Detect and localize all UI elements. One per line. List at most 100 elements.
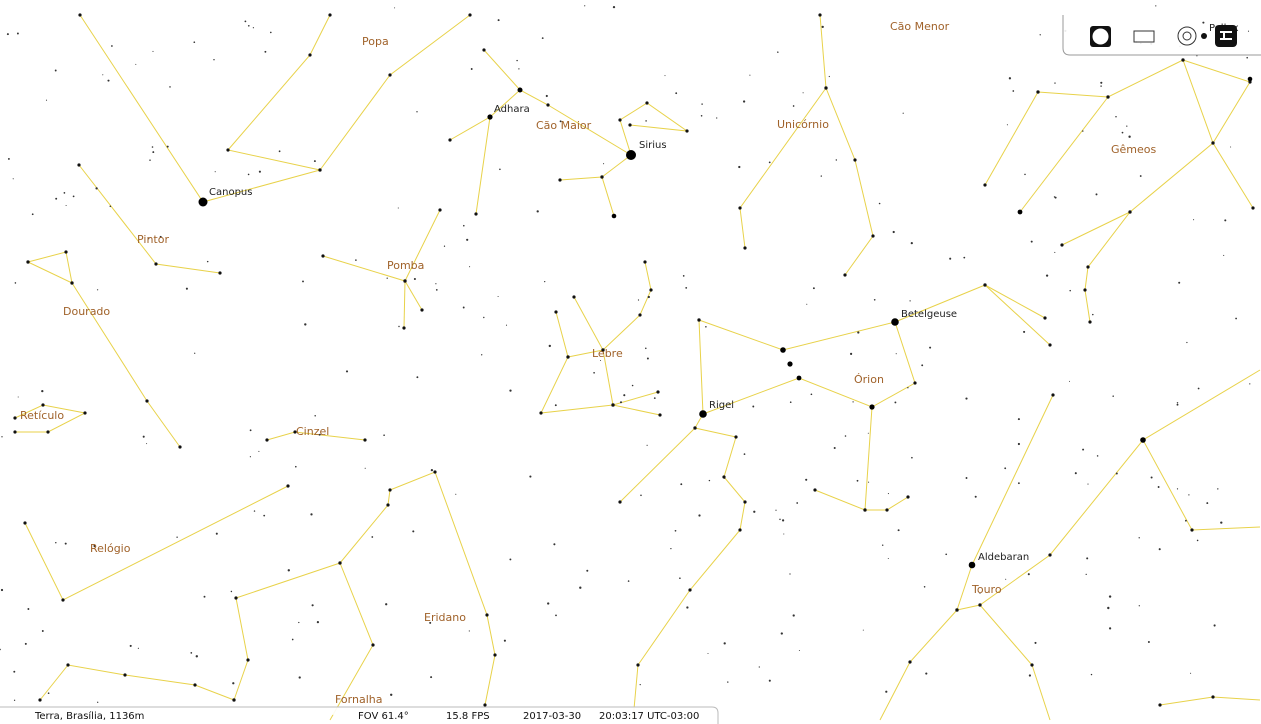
bright-star: [487, 114, 493, 120]
faint-star: [258, 170, 261, 173]
star: [485, 613, 489, 617]
faint-star: [96, 289, 99, 291]
faint-star: [768, 161, 771, 164]
faint-star: [31, 213, 34, 216]
star: [853, 158, 857, 162]
star: [636, 663, 640, 667]
faint-star: [727, 681, 729, 683]
bright-star: [626, 150, 636, 160]
toolbar-frame: [1062, 15, 1261, 56]
faint-star: [371, 536, 374, 538]
star: [1251, 206, 1255, 210]
star: [685, 129, 689, 133]
star: [46, 430, 50, 434]
star: [743, 500, 747, 504]
faint-star: [792, 105, 795, 107]
faint-star: [743, 453, 746, 455]
faint-star: [675, 92, 678, 95]
faint-star: [63, 192, 66, 194]
star: [328, 13, 332, 17]
faint-star: [698, 514, 701, 517]
constellation-line: [971, 394, 1054, 566]
faint-star: [6, 33, 9, 36]
faint-star: [355, 259, 357, 261]
star: [70, 281, 74, 285]
faint-star: [214, 171, 216, 173]
star: [265, 438, 269, 442]
toolbar-button[interactable]: [1133, 30, 1155, 43]
faint-star: [1028, 674, 1032, 677]
star: [286, 484, 290, 488]
star: [539, 411, 543, 415]
faint-star: [302, 280, 304, 283]
faint-star: [1054, 196, 1057, 199]
constellation-line: [956, 439, 1261, 611]
faint-star: [1224, 219, 1227, 222]
constellation-line: [879, 609, 958, 721]
faint-star: [278, 150, 281, 153]
faint-star: [758, 666, 760, 668]
faint-star: [14, 282, 17, 284]
star: [611, 403, 615, 407]
star: [1030, 663, 1034, 667]
faint-star: [385, 603, 388, 606]
bright-star: [780, 347, 786, 353]
faint-star: [1005, 578, 1007, 580]
faint-star: [796, 502, 799, 504]
star: [600, 175, 604, 179]
bright-star: [869, 404, 875, 410]
star: [388, 73, 392, 77]
faint-star: [789, 573, 791, 575]
faint-star: [497, 19, 500, 22]
faint-star: [664, 75, 666, 77]
constellation-label: Órion: [854, 373, 884, 386]
star: [697, 318, 701, 322]
star: [554, 310, 558, 314]
constellation-line: [39, 664, 235, 701]
faint-star: [316, 620, 320, 624]
bright-star: [198, 197, 208, 207]
star: [843, 273, 847, 277]
faint-star: [17, 396, 19, 398]
faint-star: [386, 277, 388, 279]
faint-star: [911, 456, 913, 459]
star: [64, 250, 68, 254]
faint-star: [159, 235, 162, 238]
faint-star: [887, 557, 889, 560]
faint-star: [397, 207, 399, 209]
star: [813, 488, 817, 492]
faint-star: [1230, 146, 1232, 148]
constellation-line: [449, 116, 491, 141]
star-label: Rigel: [709, 400, 734, 411]
faint-star: [304, 323, 307, 326]
faint-star: [499, 168, 501, 171]
faint-star: [135, 63, 137, 65]
star: [645, 101, 649, 105]
constellation-line: [1159, 696, 1261, 706]
faint-star: [1107, 606, 1110, 610]
constellation-line: [698, 319, 916, 415]
toolbar-button[interactable]: [1215, 25, 1237, 47]
toolbar-button[interactable]: [1177, 26, 1197, 46]
faint-star: [1092, 313, 1094, 316]
star: [338, 561, 342, 565]
toolbar: [1062, 15, 1261, 56]
faint-star: [547, 602, 550, 605]
faint-star: [413, 277, 416, 281]
constellation-line: [739, 87, 827, 249]
faint-star: [1223, 254, 1225, 256]
faint-star: [555, 614, 557, 617]
bright-star: [611, 213, 617, 219]
faint-star: [612, 5, 616, 9]
star: [618, 118, 622, 122]
constellation-label: Dourado: [63, 305, 110, 318]
faint-star: [194, 352, 196, 354]
faint-star: [345, 370, 349, 373]
faint-star: [1086, 557, 1089, 560]
star: [871, 234, 875, 238]
faint-star: [1147, 641, 1150, 643]
constellation-line: [1019, 96, 1109, 213]
bright-star: [787, 361, 793, 367]
faint-star: [857, 331, 860, 334]
star: [448, 138, 452, 142]
